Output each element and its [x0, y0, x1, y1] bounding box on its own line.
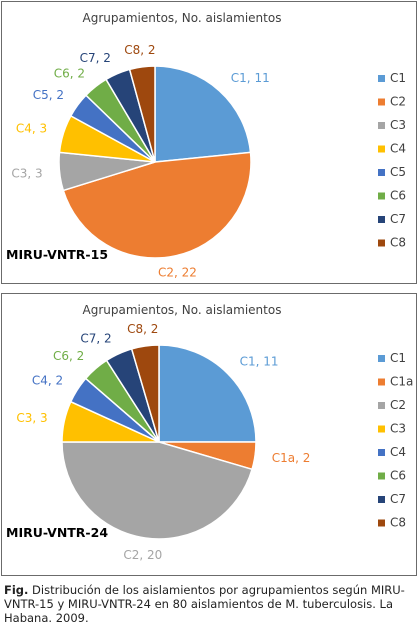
legend-swatch-c6: [378, 472, 385, 480]
pie-chart-svg: Agrupamientos, No. aislamientos C1, 11 C2…: [6, 11, 406, 280]
legend-label-c6: C6: [390, 469, 406, 483]
chart-panel-miru-vntr-15: Agrupamientos, No. aislamientos C1, 11 C2…: [1, 1, 417, 284]
legend-label-c2: C2: [390, 95, 406, 109]
slice-label-c2: C2, 20: [123, 548, 162, 562]
pie-slice-c2: [61, 441, 254, 540]
slice-label-c6: C6, 2: [54, 66, 85, 80]
slice-label-c7: C7, 2: [80, 51, 111, 65]
pie-slices: [61, 344, 257, 540]
legend-label-c8: C8: [390, 516, 406, 530]
panel-label: MIRU-VNTR-15: [6, 247, 108, 262]
legend-swatch-c3: [378, 122, 385, 129]
caption-lead: Fig.: [4, 583, 29, 597]
legend-swatch-c5: [378, 169, 385, 176]
legend-label-c6: C6: [390, 189, 406, 203]
legend-label-c1: C1: [390, 351, 406, 365]
legend-label-c1: C1: [390, 71, 406, 85]
slice-label-c4: C4, 3: [16, 122, 47, 136]
slice-label-c8: C8, 2: [124, 43, 155, 57]
legend-label-c3: C3: [390, 118, 406, 132]
legend-label-c1a: C1a: [390, 375, 413, 389]
pie-slices: [58, 65, 252, 259]
pie-slice-c8: [130, 344, 160, 443]
legend-swatch-c1a: [378, 378, 385, 386]
legend-label-c4: C4: [390, 445, 406, 459]
legend-label-c5: C5: [390, 165, 406, 179]
figure-caption: Fig. Distribución de los aislamientos po…: [4, 583, 414, 625]
panel-label: MIRU-VNTR-24: [6, 525, 108, 540]
legend-swatch-c2: [378, 98, 385, 106]
legend: C1 C2 C3 C4 C5 C6 C7 C8: [378, 71, 406, 250]
slice-label-c2: C2, 22: [158, 266, 197, 280]
legend-swatch-c7: [378, 216, 385, 223]
legend-swatch-c7: [378, 496, 385, 503]
slice-label-c8: C8, 2: [127, 322, 158, 336]
legend-swatch-c8: [378, 239, 385, 247]
legend-label-c4: C4: [390, 142, 406, 156]
slice-label-c1: C1, 11: [231, 71, 270, 85]
pie-slice-labels: C1, 11 C2, 22 C3, 3 C4, 3 C5, 2 C6, 2C7, 2 C8,…: [11, 43, 269, 280]
slice-label-c1a: C1a, 2: [272, 451, 311, 465]
pie-slice-c1: [158, 344, 257, 443]
legend-label-c3: C3: [390, 422, 406, 436]
chart-title: Agrupamientos, No. aislamientos: [83, 303, 282, 317]
slice-label-c4: C4, 2: [32, 373, 63, 387]
chart-title: Agrupamientos, No. aislamientos: [83, 11, 282, 25]
slice-label-c1: C1, 11: [240, 354, 279, 368]
legend-label-c7: C7: [390, 492, 406, 506]
pie-slice-c8: [128, 65, 156, 163]
pie-slice-labels: C1, 11 C1a, 2 C2, 20 C3, 3 C4, 2 C6, 2 C7, 2 C8…: [16, 322, 310, 562]
pie-slice-c2: [62, 151, 252, 259]
chart-panel-miru-vntr-24: Agrupamientos, No. aislamientos C1, 11 C1…: [1, 293, 417, 576]
slice-label-c6: C6, 2: [53, 349, 84, 363]
legend-label-c8: C8: [390, 236, 406, 250]
slice-label-c7: C7, 2: [80, 331, 111, 345]
pie-slice-c1: [154, 65, 252, 163]
legend-swatch-c4: [378, 145, 385, 153]
legend-swatch-c2: [378, 402, 385, 409]
legend-swatch-c8: [378, 519, 385, 527]
legend-swatch-c1: [378, 75, 385, 82]
legend: C1 C1a C2 C3 C4 C6 C7 C8: [378, 351, 413, 530]
slice-label-c3: C3, 3: [11, 166, 42, 180]
legend-swatch-c3: [378, 425, 385, 433]
legend-label-c2: C2: [390, 398, 406, 412]
legend-label-c7: C7: [390, 212, 406, 226]
legend-swatch-c4: [378, 449, 385, 456]
pie-chart-svg: Agrupamientos, No. aislamientos C1, 11C1…: [6, 303, 413, 562]
legend-swatch-c1: [378, 355, 385, 362]
slice-label-c5: C5, 2: [33, 88, 64, 102]
legend-swatch-c6: [378, 192, 385, 200]
caption-text: Distribución de los aislamientos por agr…: [4, 583, 405, 625]
slice-label-c3: C3, 3: [16, 411, 47, 425]
